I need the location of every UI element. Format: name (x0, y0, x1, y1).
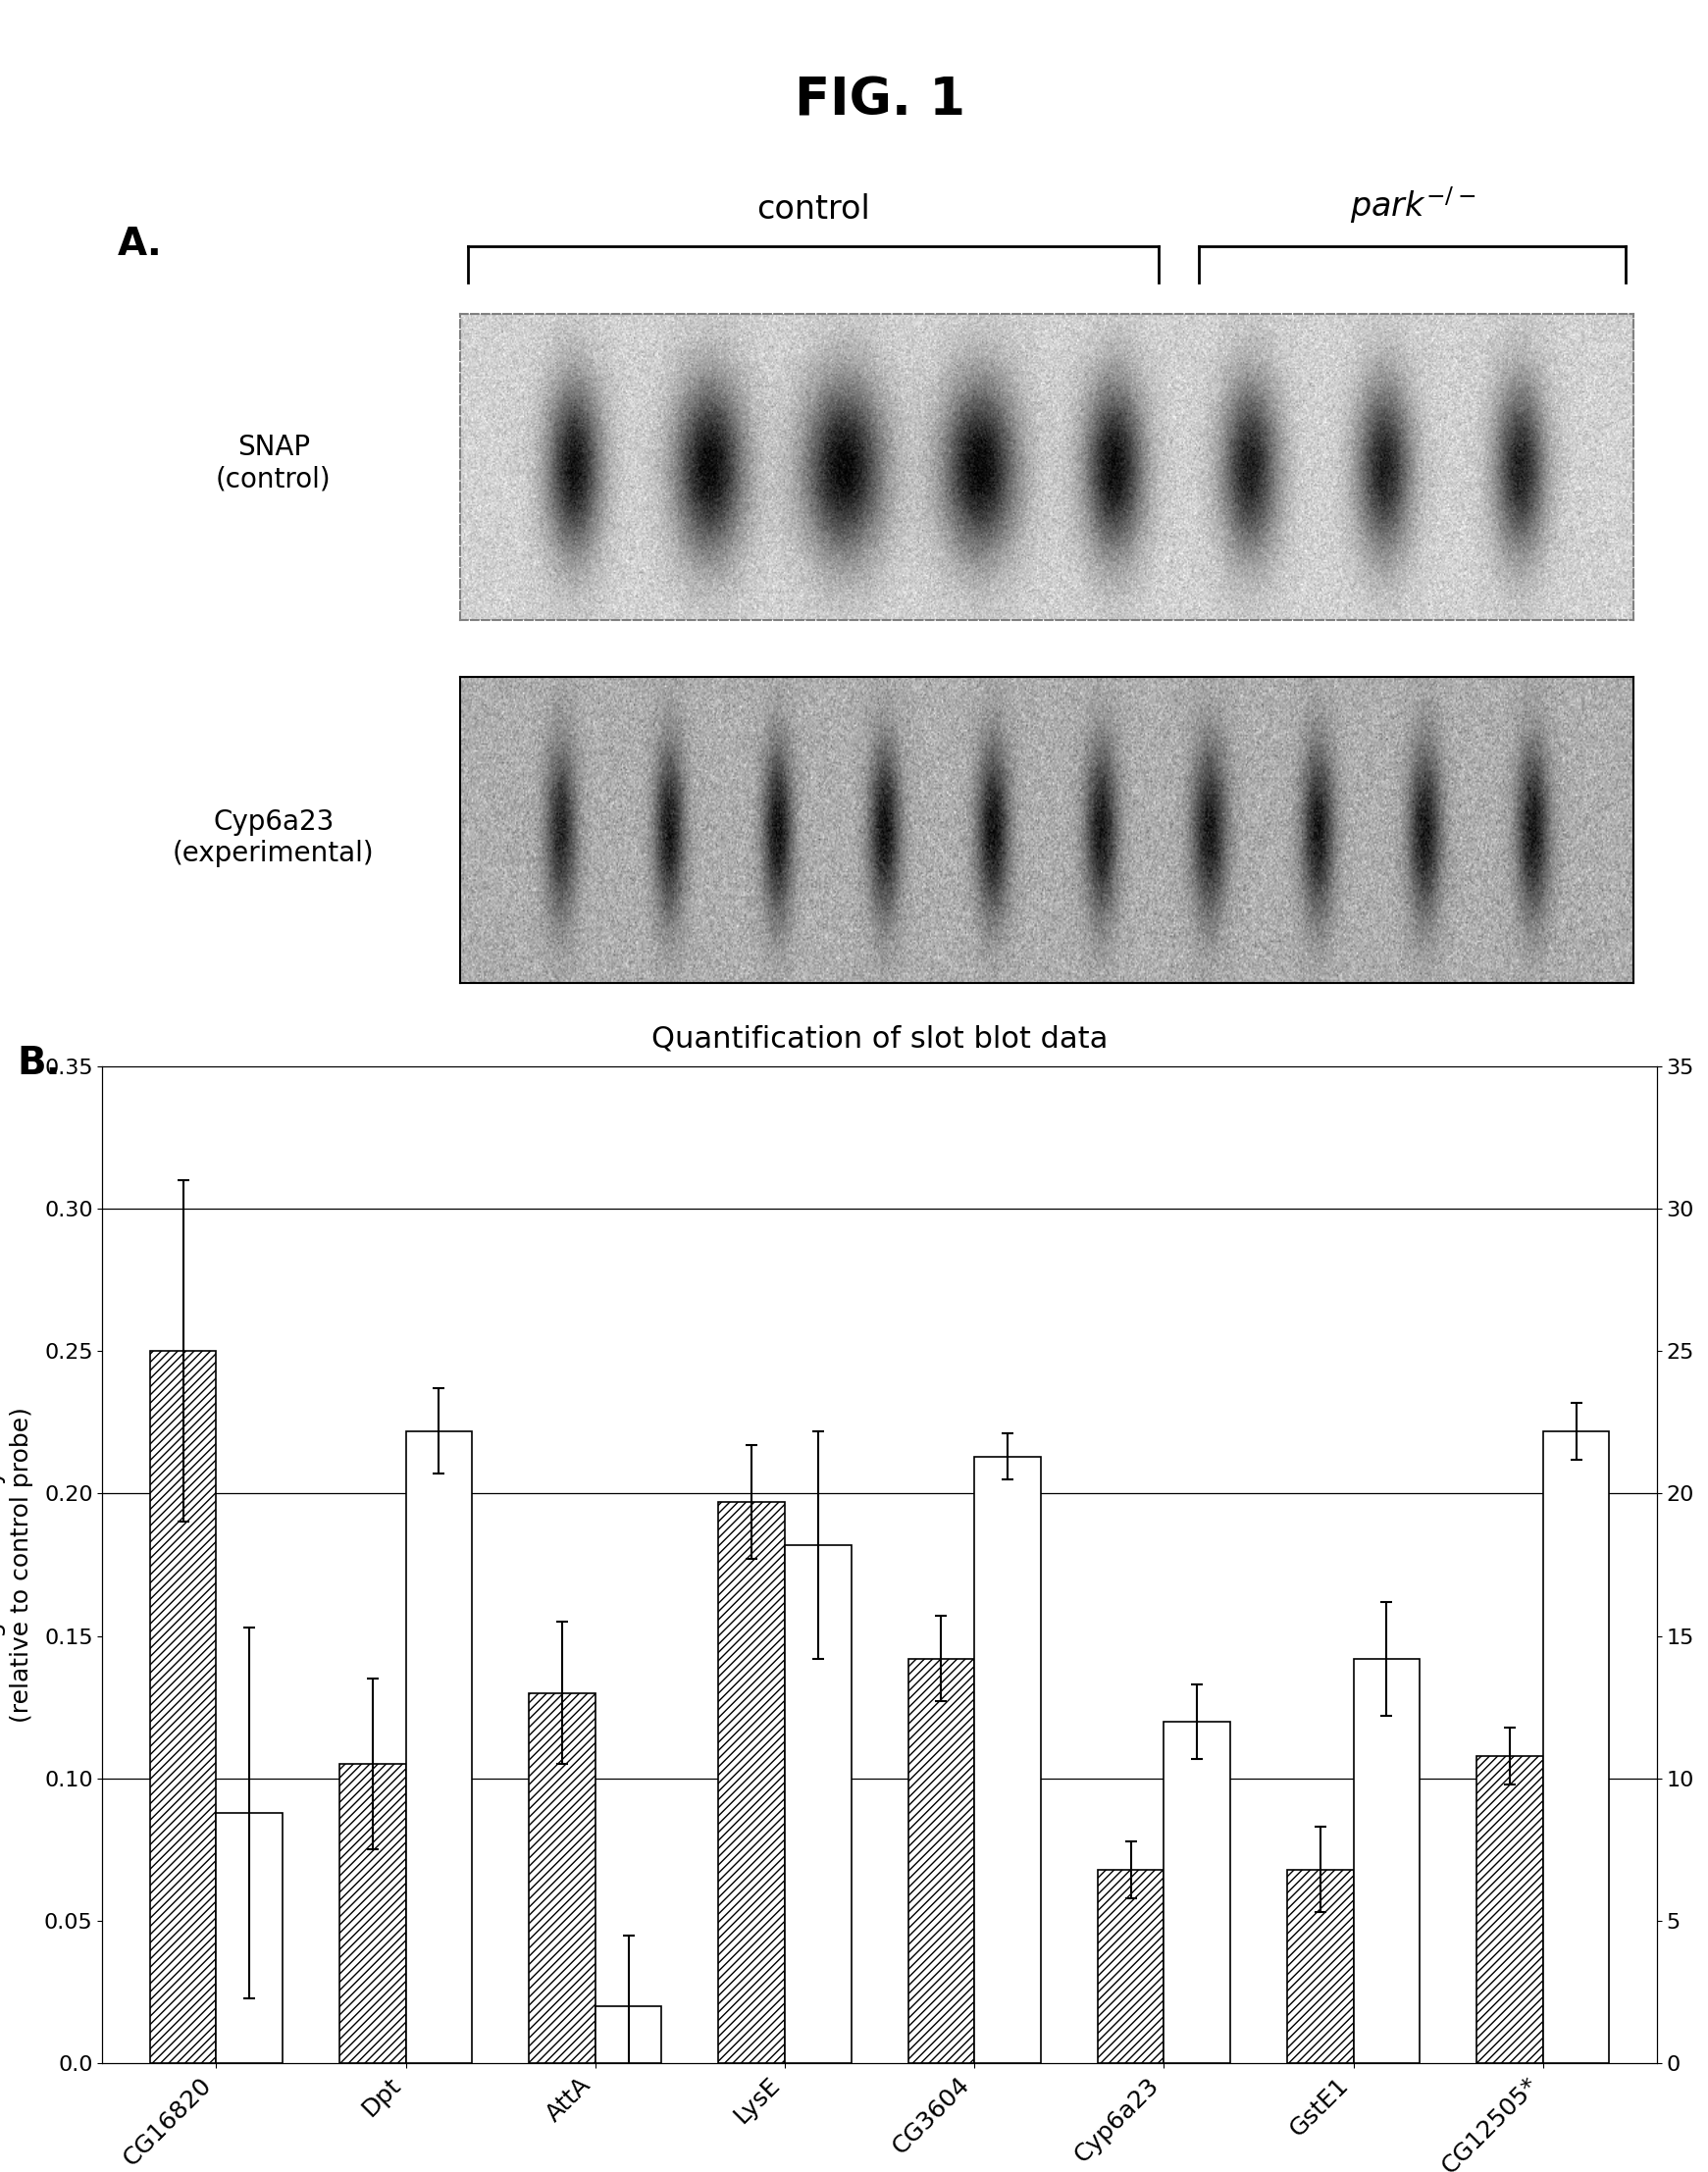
Text: Cyp6a23
(experimental): Cyp6a23 (experimental) (173, 808, 374, 867)
Text: $\mathit{park}^{-/-}$: $\mathit{park}^{-/-}$ (1349, 185, 1476, 226)
Bar (217, 1814, 282, 2063)
Bar (1477, 1755, 1542, 2063)
Bar (1353, 1659, 1419, 2063)
Bar (786, 1544, 851, 2063)
Text: FIG. 1: FIG. 1 (794, 76, 965, 126)
Bar (719, 1503, 786, 2063)
Bar (150, 1351, 217, 2063)
Title: Quantification of slot blot data: Quantification of slot blot data (651, 1025, 1108, 1053)
Text: control: control (757, 193, 869, 226)
Bar (407, 1431, 471, 2063)
Y-axis label: Signal Intensity
(relative to control probe): Signal Intensity (relative to control pr… (0, 1407, 32, 1722)
Bar (1288, 1870, 1353, 2063)
Bar (340, 1764, 407, 2063)
Bar (596, 2007, 661, 2063)
Bar (1163, 1722, 1230, 2063)
Bar (1098, 1870, 1163, 2063)
Text: A.: A. (118, 226, 162, 263)
Bar (974, 1457, 1040, 2063)
Bar (1542, 1431, 1609, 2063)
Bar (909, 1659, 974, 2063)
Text: SNAP
(control): SNAP (control) (215, 434, 331, 493)
Text: B.: B. (17, 1045, 61, 1082)
Bar (529, 1692, 596, 2063)
